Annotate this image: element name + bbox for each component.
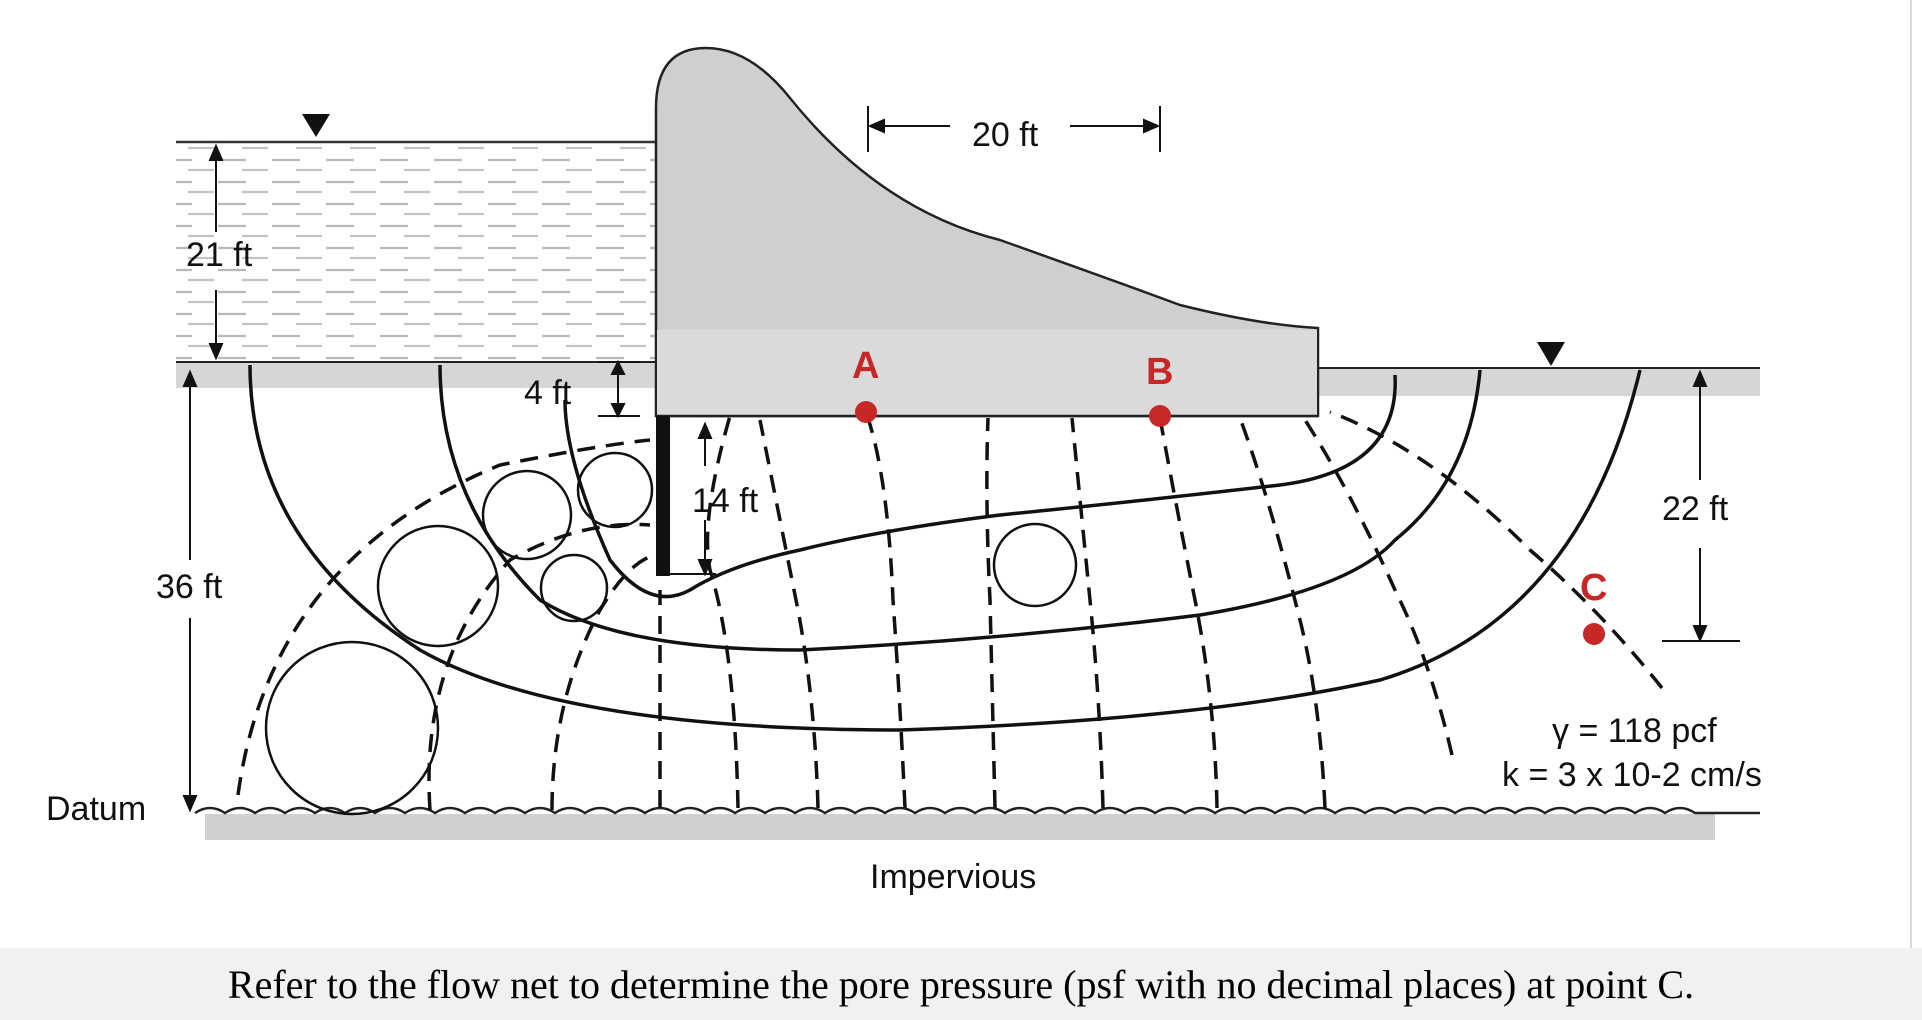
headwater [176,114,656,362]
impervious-boundary-line [194,806,1760,815]
arrow-down-icon [182,795,198,813]
question-bar: Refer to the flow net to determine the p… [0,948,1922,1020]
flow-net-circle [264,640,440,816]
dim-4ft-label: 4 ft [524,374,572,412]
flow-net-circle [576,451,654,529]
labels: 21 ft 36 ft 4 ft 14 ft 20 ft 22 ft Datum… [46,116,1762,896]
flow-lines [248,364,1642,732]
dim-36ft-label: 36 ft [156,568,223,606]
equipotential-12 [1303,419,1454,756]
flow-net-circle [481,469,573,561]
arrow-up-icon [208,143,224,161]
equipotential-8 [985,417,997,809]
water-level-triangle-icon [302,114,330,137]
equipotential-lines [236,410,1664,811]
dim-20ft-label: 20 ft [972,116,1039,154]
permeability-label: k = 3 x 10-2 cm/s [1502,756,1762,794]
point-A-marker [855,401,877,423]
equipotential-10 [1158,417,1219,809]
dim-14ft-label: 14 ft [692,482,759,520]
point-C-marker [1583,623,1605,645]
flow-net-circle [376,524,500,648]
point-B-marker [1149,405,1171,427]
concrete-dam [654,46,1320,576]
ground-surface [176,342,1760,396]
cutoff-wall [656,416,670,576]
reservoir-water [176,142,656,362]
tailwater-level-triangle-icon [1537,342,1565,366]
arrow-right-icon [1143,118,1161,134]
impervious-label: Impervious [870,858,1036,896]
arrow-up-icon [1692,369,1708,387]
dim-22ft-label: 22 ft [1662,490,1729,528]
equipotential-6 [758,419,820,809]
unit-weight-label: γ = 118 pcf [1552,712,1717,750]
page-edge-divider [1910,0,1912,948]
question-text: Refer to the flow net to determine the p… [227,961,1695,1007]
equipotential-2 [427,522,651,811]
impervious-base [194,806,1760,840]
arrow-up-icon [610,359,626,375]
flow-line-3 [248,364,1642,732]
flow-line-2 [438,364,1482,652]
datum-label: Datum [46,790,146,828]
flow-net-circle [992,522,1078,608]
flow-net-circles [264,451,1078,816]
equipotential-11 [1238,417,1327,809]
dimension-marks [182,106,1740,813]
arrow-down-icon [1692,625,1708,643]
upstream-ground-strip [176,362,656,388]
arrow-down-icon [208,343,224,361]
downstream-ground-strip [1318,368,1760,396]
arrow-left-icon [867,118,885,134]
equipotential-9 [1070,417,1105,809]
arrow-down-icon [610,403,626,419]
equipotential-13 [1329,410,1664,690]
dam-body [654,46,1320,418]
dam-base-band [657,330,1317,415]
equipotential-7 [866,417,907,809]
dim-21ft-label: 21 ft [186,236,253,274]
arrow-up-icon [697,421,713,439]
points: A B C [852,345,1607,645]
point-B-label: B [1146,351,1173,393]
flow-line-1 [563,374,1397,599]
point-C-label: C [1580,567,1607,609]
impervious-strip [205,814,1715,840]
flow-net-circle [539,553,609,623]
equipotential-3 [550,553,657,811]
arrow-up-icon [182,369,198,387]
arrow-down-icon [697,559,713,577]
point-A-label: A [852,345,879,387]
equipotential-5 [705,415,740,809]
